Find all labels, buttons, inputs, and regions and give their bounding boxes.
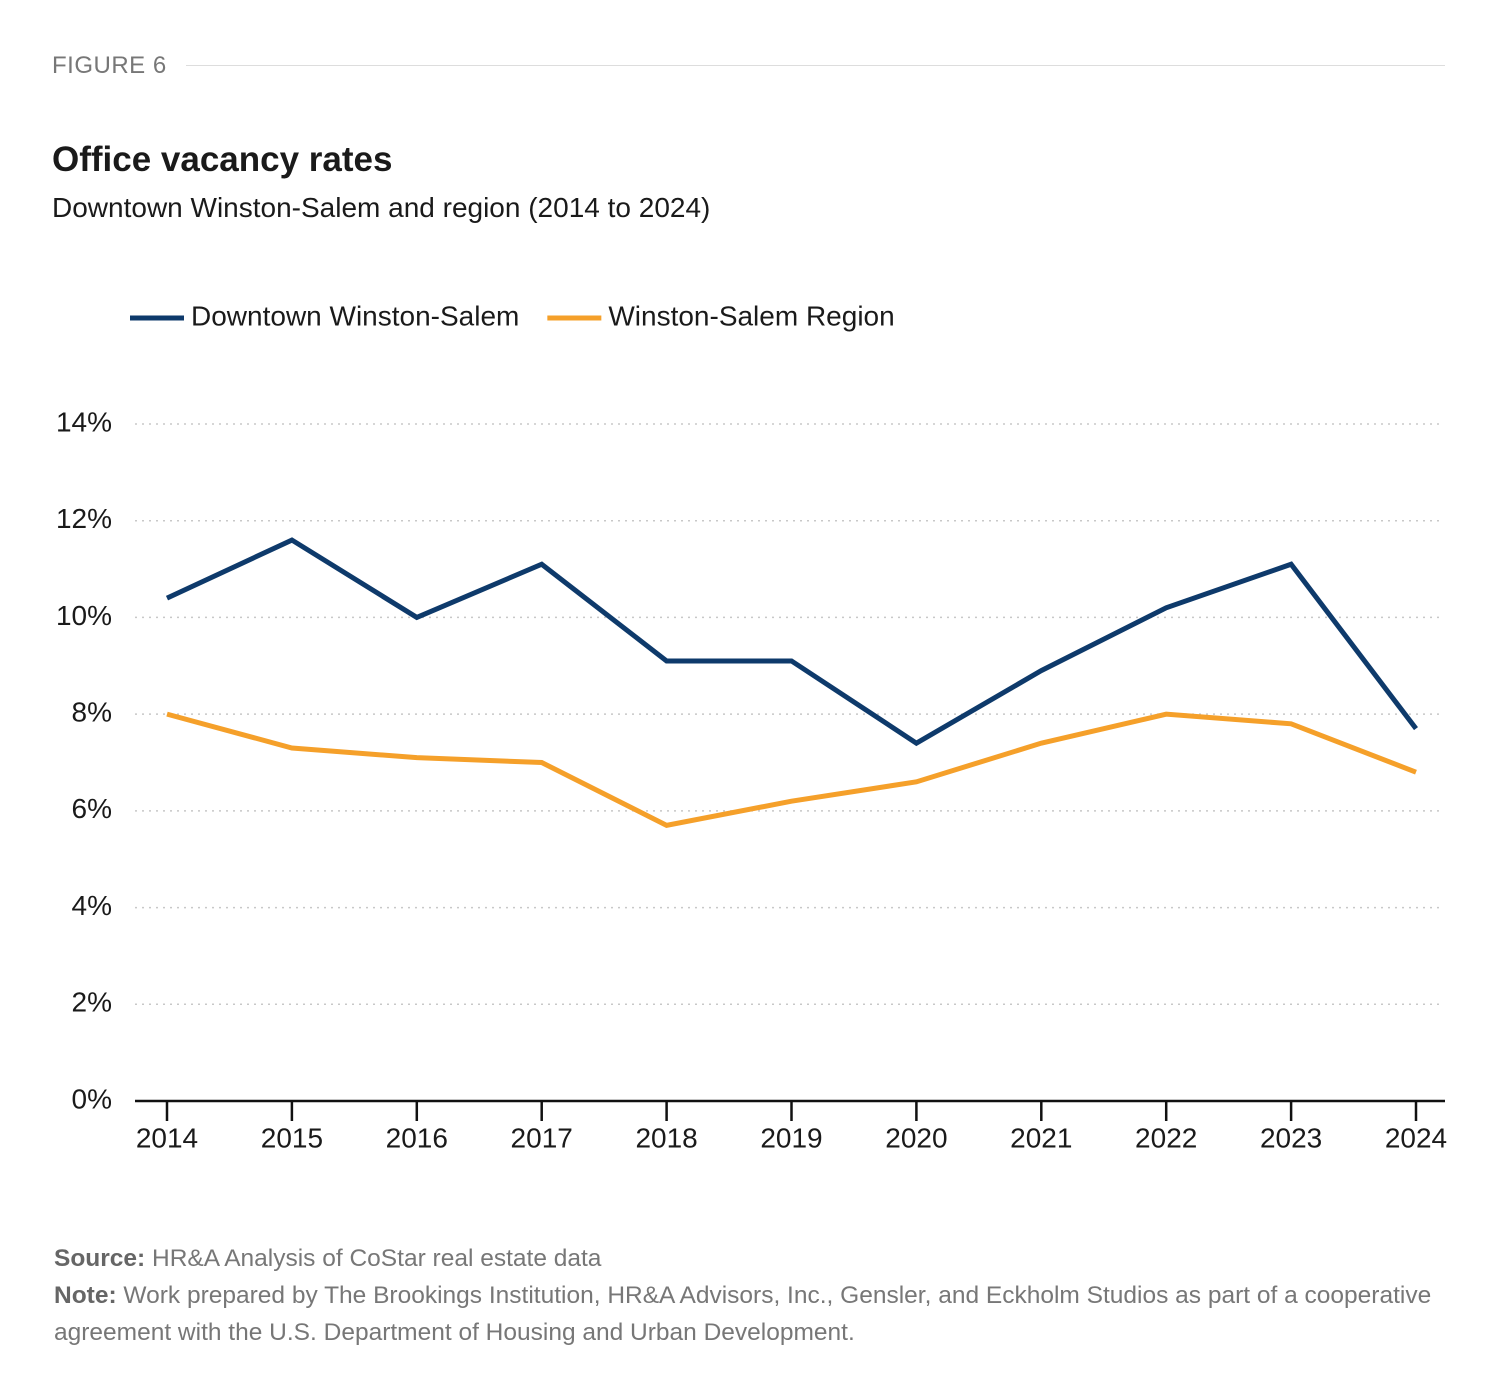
y-tick-label: 10% — [56, 600, 112, 631]
y-tick-label: 14% — [56, 406, 112, 437]
x-tick-label: 2018 — [635, 1122, 697, 1153]
note-text: Work prepared by The Brookings Instituti… — [54, 1282, 1432, 1346]
figure-label: FIGURE 6 — [52, 52, 167, 79]
source-text: HR&A Analysis of CoStar real estate data — [152, 1245, 602, 1272]
note-label: Note: — [54, 1282, 117, 1309]
x-tick-label: 2023 — [1260, 1122, 1322, 1153]
legend-label: Winston-Salem Region — [608, 300, 894, 331]
y-tick-label: 4% — [72, 890, 112, 921]
source-line: Source: HR&A Analysis of CoStar real est… — [54, 1240, 1454, 1277]
x-tick-label: 2015 — [261, 1122, 323, 1153]
footer: Source: HR&A Analysis of CoStar real est… — [54, 1240, 1454, 1351]
x-tick-label: 2016 — [386, 1122, 448, 1153]
series-line — [166, 711, 1417, 828]
chart-subtitle: Downtown Winston-Salem and region (2014 … — [52, 192, 711, 223]
chart-title: Office vacancy rates — [52, 140, 393, 179]
x-tick-label: 2024 — [1385, 1122, 1447, 1153]
x-tick-label: 2014 — [136, 1122, 198, 1153]
y-tick-label: 8% — [72, 697, 112, 728]
x-tick-label: 2020 — [885, 1122, 947, 1153]
y-tick-label: 6% — [72, 793, 112, 824]
x-tick-label: 2022 — [1135, 1122, 1197, 1153]
x-tick-label: 2019 — [760, 1122, 822, 1153]
x-tick-label: 2021 — [1010, 1122, 1072, 1153]
note-line: Note: Work prepared by The Brookings Ins… — [54, 1277, 1454, 1351]
legend-label: Downtown Winston-Salem — [191, 300, 519, 331]
y-tick-label: 12% — [56, 503, 112, 534]
header-rule — [186, 65, 1445, 66]
y-tick-label: 0% — [72, 1083, 112, 1114]
x-tick-label: 2017 — [511, 1122, 573, 1153]
series-line — [165, 537, 1418, 747]
y-tick-label: 2% — [72, 987, 112, 1018]
source-label: Source: — [54, 1245, 146, 1272]
